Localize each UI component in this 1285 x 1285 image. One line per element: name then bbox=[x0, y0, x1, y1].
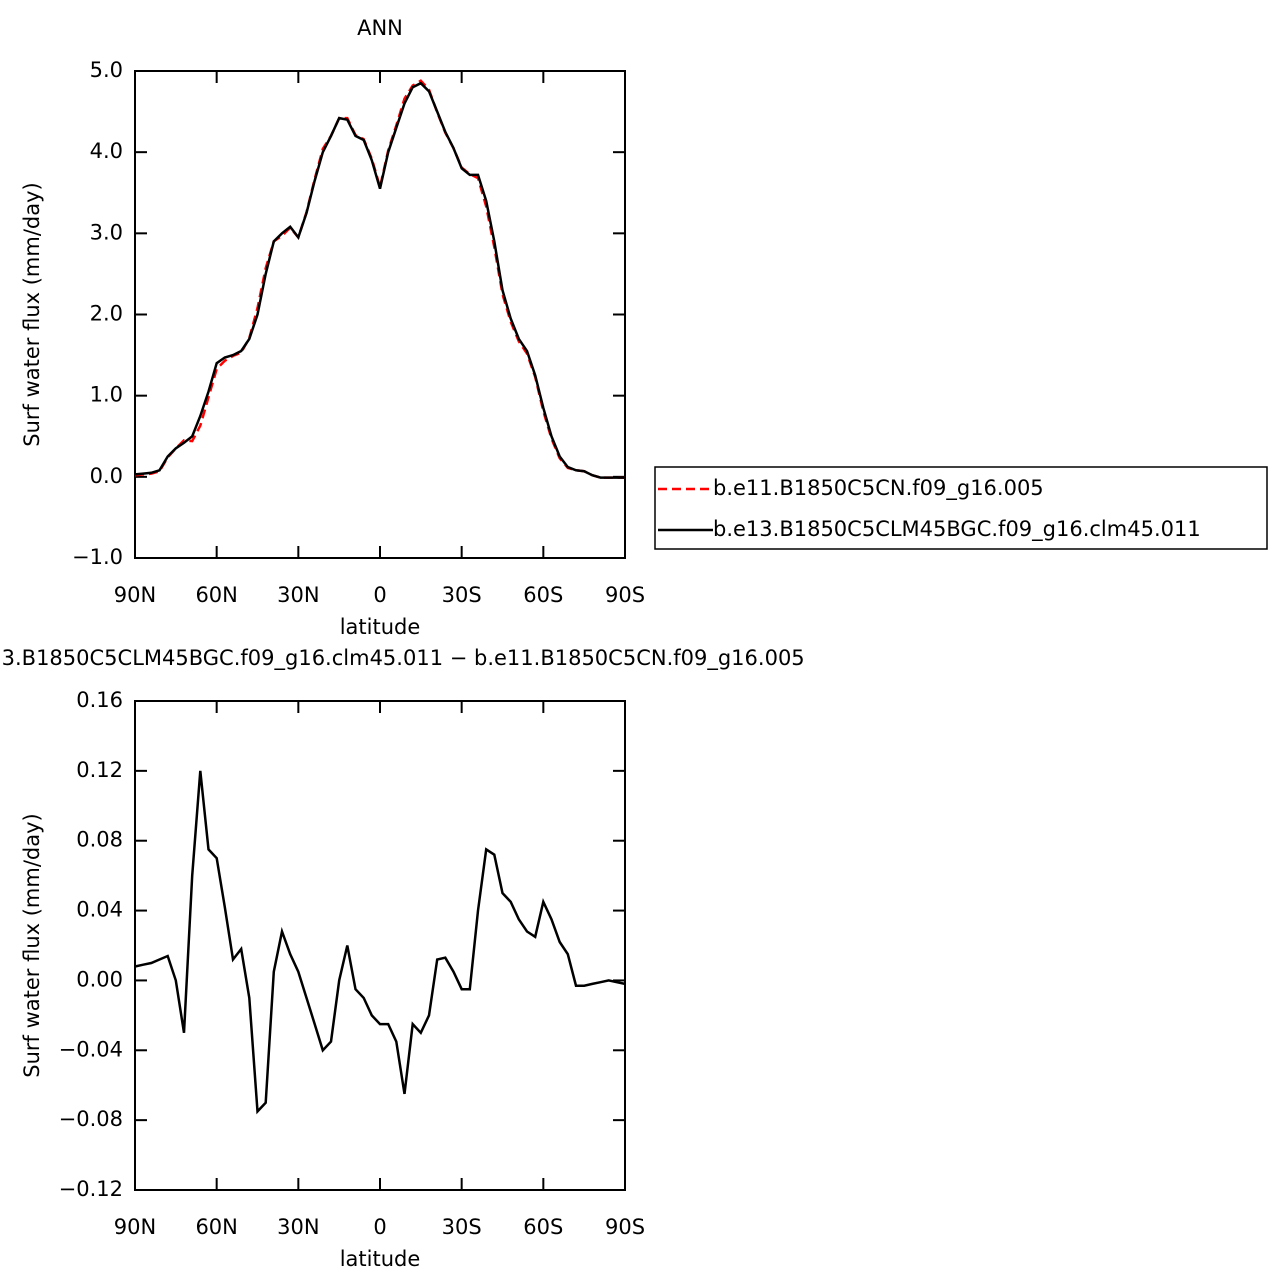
y-tick-label: −0.04 bbox=[59, 1037, 123, 1061]
x-tick-label: 30N bbox=[277, 583, 319, 607]
y-axis-label: Surf water flux (mm/day) bbox=[20, 813, 44, 1078]
legend-label: b.e11.B1850C5CN.f09_g16.005 bbox=[713, 476, 1044, 501]
x-axis-label: latitude bbox=[340, 1247, 421, 1271]
x-tick-label: 60N bbox=[195, 583, 237, 607]
legend-box bbox=[654, 466, 1268, 550]
plot-frame bbox=[134, 70, 626, 559]
x-tick-label: 60S bbox=[523, 1215, 563, 1239]
y-axis-label: Surf water flux (mm/day) bbox=[20, 182, 44, 447]
y-tick-label: 2.0 bbox=[90, 302, 123, 326]
x-tick-label: 30S bbox=[442, 1215, 482, 1239]
y-tick-label: 5.0 bbox=[90, 58, 123, 82]
y-tick-label: −1.0 bbox=[72, 545, 123, 569]
x-tick-label: 30N bbox=[277, 1215, 319, 1239]
chart-title: b.e13.B1850C5CLM45BGC.f09_g16.clm45.011 … bbox=[0, 646, 805, 671]
x-tick-label: 90N bbox=[114, 1215, 156, 1239]
x-tick-label: 90S bbox=[605, 1215, 645, 1239]
y-tick-label: 0.08 bbox=[76, 828, 123, 852]
y-tick-label: 4.0 bbox=[90, 139, 123, 163]
data-line bbox=[134, 770, 626, 1115]
x-tick-label: 90S bbox=[605, 583, 645, 607]
x-tick-label: 60N bbox=[195, 1215, 237, 1239]
plot-frame bbox=[134, 700, 626, 1191]
legend-label: b.e13.B1850C5CLM45BGC.f09_g16.clm45.011 bbox=[713, 517, 1201, 542]
y-tick-label: 0.16 bbox=[76, 688, 123, 712]
x-tick-label: 30S bbox=[442, 583, 482, 607]
x-axis-label: latitude bbox=[340, 615, 421, 639]
y-tick-label: −0.12 bbox=[59, 1177, 123, 1201]
chart-title: ANN bbox=[357, 16, 403, 40]
y-tick-label: 0.00 bbox=[76, 967, 123, 991]
y-tick-label: −0.08 bbox=[59, 1107, 123, 1131]
x-tick-label: 0 bbox=[373, 1215, 386, 1239]
data-line bbox=[134, 81, 625, 479]
y-tick-label: 3.0 bbox=[90, 220, 123, 244]
y-tick-label: 0.04 bbox=[76, 898, 123, 922]
x-tick-label: 60S bbox=[523, 583, 563, 607]
x-tick-label: 0 bbox=[373, 583, 386, 607]
y-tick-label: 1.0 bbox=[90, 383, 123, 407]
y-tick-label: 0.12 bbox=[76, 758, 123, 782]
data-line bbox=[134, 79, 625, 479]
x-tick-label: 90N bbox=[114, 583, 156, 607]
y-tick-label: 0.0 bbox=[90, 464, 123, 488]
